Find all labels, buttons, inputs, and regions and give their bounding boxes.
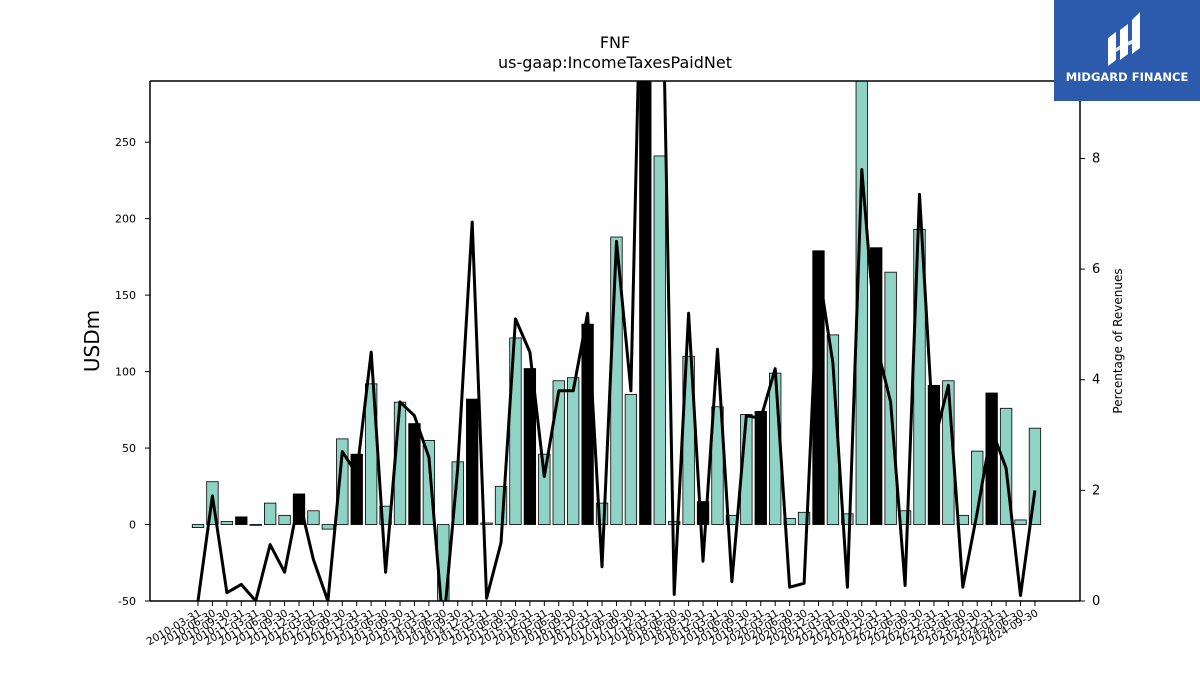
bar <box>552 380 565 525</box>
y-tick-label: 50 <box>122 442 136 455</box>
y2-tick-label: 6 <box>1092 262 1100 277</box>
y-tick-label: 200 <box>115 213 136 226</box>
y-tick-label: 100 <box>115 366 136 379</box>
percentage-line <box>196 81 1037 601</box>
percentage-line-path <box>196 81 1037 601</box>
chart-subtitle: us-gaap:IncomeTaxesPaidNet <box>498 53 732 72</box>
bar <box>870 247 883 525</box>
bar <box>624 394 638 525</box>
logo-text: MIDGARD FINANCE <box>1066 70 1189 84</box>
bar <box>191 524 205 528</box>
x-axis-ticks: 2010-03-312010-06-302010-09-302010-12-31… <box>145 601 1040 648</box>
bar <box>797 511 811 525</box>
y2-tick-label: 4 <box>1092 373 1100 388</box>
left-axis-ticks: -50 0 50 100 150 200 250 <box>115 136 150 608</box>
bar-series <box>191 81 1042 601</box>
chart-title: FNF <box>600 33 630 52</box>
bar <box>581 323 594 525</box>
bar <box>263 502 277 525</box>
bar <box>538 453 551 525</box>
midgard-finance-logo: MIDGARD FINANCE <box>1054 0 1200 101</box>
right-axis-ticks: 0 2 4 6 8 <box>1080 151 1100 609</box>
bar <box>422 440 436 525</box>
bar <box>1028 427 1042 525</box>
bar <box>278 514 291 525</box>
midgard-logo-icon <box>1108 12 1140 66</box>
bar <box>1014 519 1027 525</box>
y2-axis-label: Percentage of Revenues <box>1111 268 1125 413</box>
bar <box>220 521 234 525</box>
bar <box>292 493 306 525</box>
bar <box>927 384 941 525</box>
bar <box>639 81 652 525</box>
y-tick-label: 150 <box>115 289 136 302</box>
y2-tick-label: 2 <box>1092 483 1100 498</box>
y-tick-label: 0 <box>129 519 136 532</box>
bar <box>466 398 479 525</box>
bar <box>595 502 609 525</box>
y-tick-label: -50 <box>118 595 136 608</box>
bar <box>249 524 262 526</box>
bar <box>321 524 335 530</box>
bar <box>408 423 421 525</box>
bar <box>350 453 363 525</box>
bar <box>307 510 320 525</box>
bar <box>235 516 248 525</box>
bar <box>754 410 767 525</box>
y-axis-label: USDm <box>80 310 104 372</box>
bar <box>653 155 666 525</box>
bar <box>523 368 537 525</box>
bar <box>567 377 580 525</box>
bar <box>696 501 710 525</box>
axes-frame <box>149 80 1081 602</box>
bar <box>336 438 349 525</box>
y2-tick-label: 8 <box>1092 151 1100 166</box>
y-tick-label: 250 <box>115 136 136 149</box>
y2-tick-label: 0 <box>1092 594 1100 609</box>
bar <box>480 522 493 525</box>
